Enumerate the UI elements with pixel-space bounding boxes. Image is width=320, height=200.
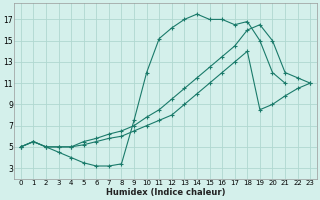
X-axis label: Humidex (Indice chaleur): Humidex (Indice chaleur) [106, 188, 225, 197]
